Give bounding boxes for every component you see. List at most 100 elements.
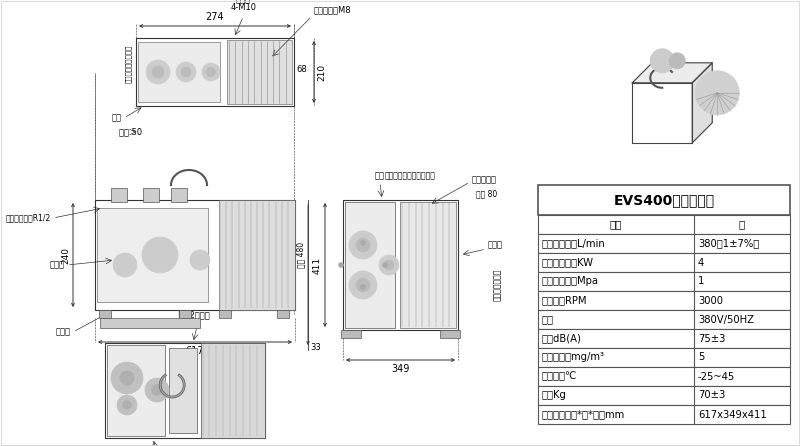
Text: 泄油口: 泄油口 [56,327,71,336]
Text: 外形尺寸（长*宽*高）mm: 外形尺寸（长*宽*高）mm [542,409,626,420]
Circle shape [379,255,399,275]
Text: EVS400技术参数表: EVS400技术参数表 [614,193,714,207]
Bar [111,188,127,202]
Text: 空压机排气口R1/2: 空压机排气口R1/2 [6,214,51,223]
Bar [179,310,191,318]
Text: 1: 1 [698,277,704,286]
Text: 油液: 油液 [112,113,122,123]
Text: 空滤: 空滤 [375,172,385,181]
Bar [345,202,395,328]
Bar [105,343,265,438]
Text: 大于 480: 大于 480 [296,242,305,268]
Text: 环境温度℃: 环境温度℃ [542,372,578,381]
Text: 油滤、新滤保养空间: 油滤、新滤保养空间 [125,45,131,83]
Text: 额定工作压力Mpa: 额定工作压力Mpa [542,277,599,286]
Bar [171,188,187,202]
Circle shape [695,71,739,115]
Bar [143,188,159,202]
Bar [440,330,460,338]
Bar [100,318,200,328]
Text: 加油口: 加油口 [488,240,503,249]
Text: 减震垫: 减震垫 [236,0,251,4]
Bar [553,18,788,176]
Text: 33: 33 [310,343,321,352]
Bar [136,38,294,106]
Circle shape [382,263,387,268]
Circle shape [384,260,394,270]
Text: 411: 411 [313,256,322,273]
Bar [95,200,295,310]
Bar [538,185,790,215]
Bar [201,343,265,438]
Text: 大于 50: 大于 50 [119,128,142,136]
Text: 210: 210 [317,63,326,81]
Text: 4-M10: 4-M10 [230,3,257,12]
Circle shape [120,371,134,385]
Circle shape [338,263,343,268]
Text: 电机额定功率KW: 电机额定功率KW [542,257,594,268]
Text: 额定转速RPM: 额定转速RPM [542,296,587,306]
Bar [538,215,790,234]
Text: 617x349x411: 617x349x411 [698,409,766,420]
Bar [538,367,790,386]
Text: 电机接线孔M8: 电机接线孔M8 [314,5,352,14]
Text: 70±3: 70±3 [698,391,726,401]
Bar [400,202,456,328]
Circle shape [202,63,220,81]
Text: 重量Kg: 重量Kg [542,391,567,401]
Bar [538,253,790,272]
Text: 公称容积流量L/min: 公称容积流量L/min [542,239,606,248]
Circle shape [650,49,674,73]
Text: 274: 274 [206,12,224,22]
Bar [169,348,197,433]
Text: 排气含油量mg/m³: 排气含油量mg/m³ [542,352,605,363]
Circle shape [113,253,137,277]
Bar [538,329,790,348]
Circle shape [206,67,215,77]
Circle shape [361,285,366,289]
Circle shape [176,62,196,82]
Text: 380V/50HZ: 380V/50HZ [698,314,754,325]
Circle shape [152,66,164,78]
Bar [99,310,111,318]
Circle shape [111,362,143,394]
Text: -25~45: -25~45 [698,372,735,381]
Text: 噪音dB(A): 噪音dB(A) [542,334,582,343]
Text: 项目: 项目 [610,219,622,230]
Bar [538,291,790,310]
Text: 68: 68 [296,65,306,74]
Circle shape [146,60,170,84]
Circle shape [356,238,370,252]
Text: 75±3: 75±3 [698,334,726,343]
Bar [538,310,790,329]
Circle shape [349,271,377,299]
Text: 空滤、油滤拆卸保养空间: 空滤、油滤拆卸保养空间 [385,172,435,181]
Bar [277,310,289,318]
Text: 380（1±7%）: 380（1±7%） [698,239,759,248]
Bar [97,208,208,302]
Text: 值: 值 [739,219,745,230]
Bar [538,405,790,424]
Text: 617: 617 [186,346,204,356]
Text: 大于 80: 大于 80 [476,190,498,198]
Circle shape [670,53,686,69]
Polygon shape [632,63,712,83]
Circle shape [122,401,131,409]
Polygon shape [692,63,712,143]
Bar [538,272,790,291]
Bar [341,330,361,338]
Bar [538,348,790,367]
Text: 电源: 电源 [542,314,554,325]
Text: 双油镜: 双油镜 [50,260,65,269]
Bar [219,200,295,310]
Circle shape [349,231,377,259]
Text: 数据器前方空间: 数据器前方空间 [493,269,502,301]
Bar [227,40,292,104]
Text: M12吊装孔: M12吊装孔 [177,310,210,319]
Circle shape [190,250,210,270]
Circle shape [142,237,178,273]
Circle shape [117,395,137,415]
Bar [538,234,790,253]
Bar [219,310,231,318]
Text: 4: 4 [698,257,704,268]
